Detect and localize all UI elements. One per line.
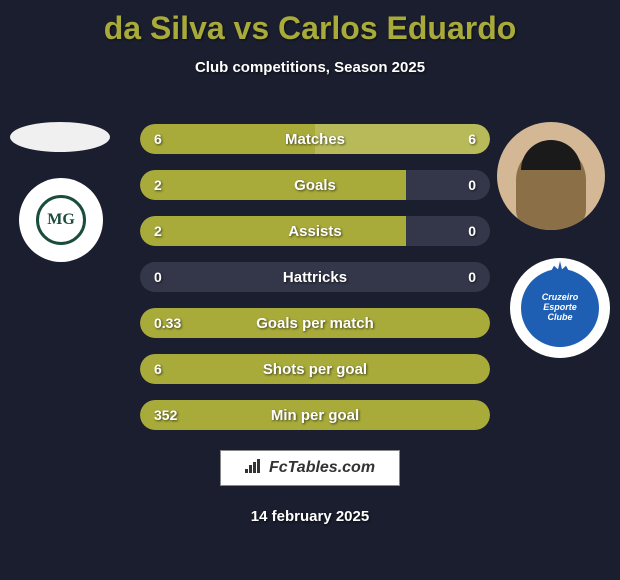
stat-row: 0Hattricks0: [140, 262, 490, 292]
club-right-logo: Cruzeiro Esporte Clube: [510, 258, 610, 358]
stat-label: Min per goal: [140, 400, 490, 430]
stat-value-right: 0: [468, 262, 476, 292]
stat-value-right: 0: [468, 216, 476, 246]
club-right-badge: Cruzeiro Esporte Clube: [521, 269, 599, 347]
stat-row: 2Goals0: [140, 170, 490, 200]
stat-row: 2Assists0: [140, 216, 490, 246]
club-left-badge: MG: [36, 195, 86, 245]
stat-value-right: 0: [468, 170, 476, 200]
stat-label: Matches: [140, 124, 490, 154]
stat-label: Goals: [140, 170, 490, 200]
stat-label: Shots per goal: [140, 354, 490, 384]
club-right-line3: Clube: [547, 313, 572, 323]
comparison-title: da Silva vs Carlos Eduardo: [0, 0, 620, 47]
chart-icon: [245, 459, 263, 478]
player-right-avatar: [497, 122, 605, 230]
stat-label: Goals per match: [140, 308, 490, 338]
stat-row: 6Matches6: [140, 124, 490, 154]
player-right-face: [516, 145, 586, 230]
brand-logo: FcTables.com: [220, 450, 400, 486]
footer-date: 14 february 2025: [0, 508, 620, 525]
stat-label: Hattricks: [140, 262, 490, 292]
player-left-avatar: [10, 122, 110, 152]
club-left-logo: MG: [19, 178, 103, 262]
stat-row: 0.33Goals per match: [140, 308, 490, 338]
stat-row: 352Min per goal: [140, 400, 490, 430]
brand-text: FcTables.com: [269, 459, 375, 477]
crown-icon: [550, 261, 570, 273]
stat-label: Assists: [140, 216, 490, 246]
stats-container: 6Matches62Goals02Assists00Hattricks00.33…: [140, 124, 490, 446]
comparison-subtitle: Club competitions, Season 2025: [0, 59, 620, 76]
stat-row: 6Shots per goal: [140, 354, 490, 384]
stat-value-right: 6: [468, 124, 476, 154]
